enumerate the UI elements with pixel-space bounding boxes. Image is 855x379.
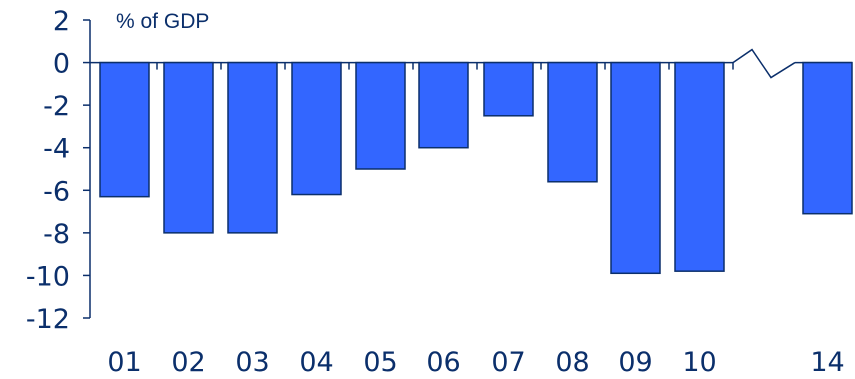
y-tick-label: -12 [26,304,70,335]
bar-08 [547,61,598,183]
x-tick-label-07: 07 [491,347,525,378]
unit-label: % of GDP [116,10,209,33]
y-tick-label: -4 [43,134,70,165]
bar-05 [355,61,406,170]
y-tick-label: -6 [43,176,70,207]
bar-01 [99,61,150,198]
x-tick-label-08: 08 [555,347,589,378]
bar-07 [483,61,534,117]
x-tick-label-03: 03 [235,347,269,378]
bar-09 [610,61,661,275]
x-tick-label-14: 14 [810,347,844,378]
x-tick-label-05: 05 [363,347,397,378]
y-tick-label: -10 [26,261,70,292]
x-tick-label-06: 06 [426,347,460,378]
x-tick-label-10: 10 [682,347,716,378]
bar-03 [227,61,278,234]
y-tick-label: 2 [53,6,70,37]
bars [99,61,853,275]
x-tick-label-09: 09 [618,347,652,378]
bar-06 [418,61,469,149]
y-axis: 2 0 -2 -4 -6 -8 -10 -12 [26,6,91,335]
bar-14 [802,61,853,215]
bar-04 [291,61,342,196]
x-tick-label-01: 01 [107,347,141,378]
y-tick-label: 0 [53,49,70,80]
y-tick-label: -8 [43,219,70,250]
y-tick-label: -2 [43,91,70,122]
bar-10 [674,61,725,272]
axis-break-mark [732,48,796,79]
x-tick-labels: 01 02 03 04 05 06 07 08 09 10 14 [107,347,844,378]
x-tick-label-02: 02 [171,347,205,378]
bar-02 [163,61,214,234]
x-tick-label-04: 04 [299,347,333,378]
